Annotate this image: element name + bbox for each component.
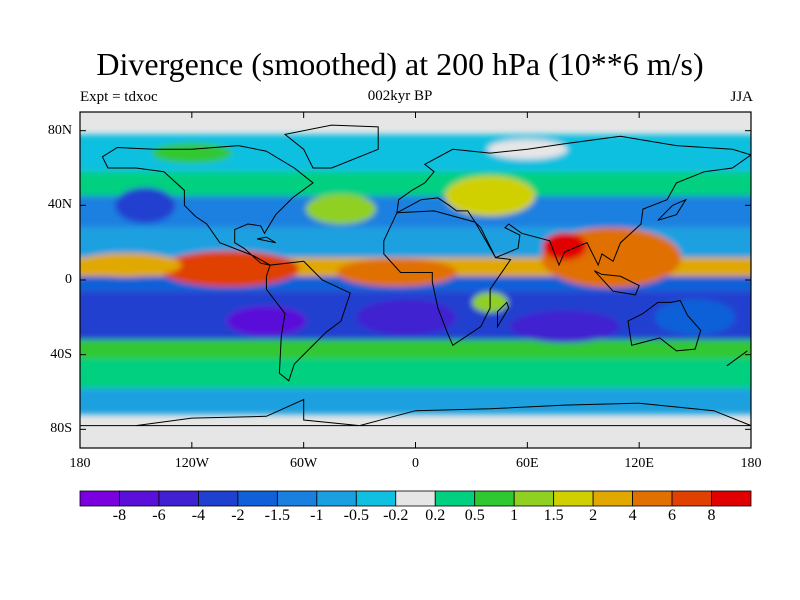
colorbar-swatch xyxy=(553,490,594,507)
coastlines xyxy=(80,124,751,427)
colorbar-swatch xyxy=(671,490,712,507)
north-atlantic-pos xyxy=(305,194,376,225)
divergence-field xyxy=(80,134,751,415)
lon-tick-label: 120W xyxy=(174,456,209,471)
colorbar-swatch xyxy=(198,490,239,507)
axis-ticks xyxy=(79,112,752,448)
arctic-america-pos xyxy=(151,143,232,164)
eurasia-coast xyxy=(396,135,751,267)
south-pacific-min xyxy=(226,306,307,337)
atlantic-africa-max xyxy=(336,258,457,287)
time-subtitle: 002kyr BP xyxy=(367,88,433,104)
midlat-band-north xyxy=(80,171,751,196)
caribbean-islands-coast xyxy=(256,236,276,244)
colorbar xyxy=(79,490,752,507)
colorbar-label: -1 xyxy=(310,507,324,524)
colorbar-swatch xyxy=(355,490,397,507)
colorbar-label: -0.2 xyxy=(383,507,409,524)
lat-tick-label: 40N xyxy=(47,197,72,213)
colorbar-label: 1.5 xyxy=(543,507,564,524)
lon-tick-label: 0 xyxy=(412,456,419,471)
colorbar-label: -4 xyxy=(191,507,206,524)
eurasia-pos xyxy=(445,176,536,216)
colorbar-label: 1 xyxy=(510,507,519,524)
field-shapes xyxy=(80,134,751,415)
lon-tick-label: 180 xyxy=(740,456,762,471)
colorbar-swatch xyxy=(474,490,515,507)
central-pacific-max xyxy=(80,253,182,278)
bay-bengal-peak xyxy=(542,232,587,261)
colorbar-swatch xyxy=(592,490,633,507)
australia-min xyxy=(655,299,736,336)
north-pacific-min xyxy=(115,187,176,224)
colorbar-swatch xyxy=(79,490,120,507)
japan-coast xyxy=(657,198,688,221)
colorbar-label: 4 xyxy=(628,507,637,524)
lon-tick-label: 120E xyxy=(624,456,654,471)
colorbar-label: -2 xyxy=(231,507,245,524)
north-america-coast xyxy=(101,145,314,266)
australia-coast xyxy=(627,299,702,352)
new-zealand-coast xyxy=(726,350,748,367)
colorbar-label: 0.5 xyxy=(464,507,485,524)
colorbar-label: 6 xyxy=(668,507,677,524)
lon-tick-label: 60E xyxy=(516,456,539,471)
storm-band-south xyxy=(80,358,751,389)
colorbar-swatch xyxy=(158,490,199,507)
colorbar-label: -0.5 xyxy=(343,507,369,524)
lat-tick-label: 40S xyxy=(50,346,72,362)
season-subtitle: JJA xyxy=(730,89,753,105)
lat-tick-label: 0 xyxy=(65,272,72,287)
colorbar-swatch xyxy=(237,490,278,507)
colorbar-label: -6 xyxy=(152,507,166,524)
experiment-subtitle: Expt = tdxoc xyxy=(80,89,158,105)
colorbar-swatch xyxy=(632,490,673,507)
colorbar-swatch xyxy=(434,490,476,507)
lat-tick-label: 80N xyxy=(47,122,72,138)
africa-coast xyxy=(383,210,512,347)
lon-tick-label: 180 xyxy=(69,456,91,471)
colorbar-swatch xyxy=(513,490,555,507)
midlat-band-south xyxy=(80,339,751,359)
lat-tick-label: 80S xyxy=(50,421,72,437)
lon-tick-label: 60W xyxy=(290,456,318,471)
antarctica-coast xyxy=(80,398,751,427)
colorbar-label: -8 xyxy=(112,507,127,524)
colorbar-swatch xyxy=(316,490,357,507)
colorbar-swatch xyxy=(276,490,318,507)
colorbar-swatch xyxy=(395,490,436,507)
colorbar-label: -1.5 xyxy=(264,507,290,524)
colorbar-label: 2 xyxy=(589,507,598,524)
madagascar-coast xyxy=(497,301,510,329)
indian-ocean-min xyxy=(509,310,620,343)
greenland-coast xyxy=(283,124,379,169)
south-atlantic-min xyxy=(356,299,457,336)
colorbar-label: 8 xyxy=(707,507,716,524)
colorbar-swatch xyxy=(711,490,752,507)
colorbar-swatch xyxy=(119,490,160,507)
colorbar-label: 0.2 xyxy=(425,507,446,524)
indonesia-coast xyxy=(594,270,640,296)
east-pacific-max xyxy=(159,250,300,287)
south-america-coast xyxy=(265,260,351,382)
figure-title: Divergence (smoothed) at 200 hPa (10**6 … xyxy=(96,46,704,82)
subpolar-band-south xyxy=(80,388,751,415)
